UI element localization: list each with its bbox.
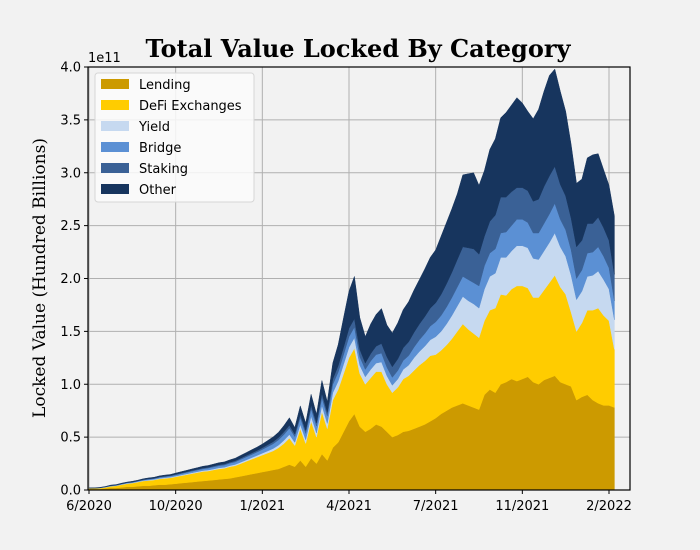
legend-swatch bbox=[101, 100, 129, 110]
legend-label: Bridge bbox=[139, 141, 181, 156]
x-tick-label: 11/2021 bbox=[495, 499, 549, 514]
y-offset-label: 1e11 bbox=[88, 51, 121, 66]
legend-swatch bbox=[101, 163, 129, 173]
legend-label: Staking bbox=[139, 162, 188, 177]
y-tick-label: 1.0 bbox=[60, 378, 81, 393]
y-tick-label: 3.0 bbox=[60, 166, 81, 181]
x-tick-label: 7/2021 bbox=[413, 499, 459, 514]
y-axis-label: Locked Value (Hundred Billions) bbox=[30, 138, 50, 418]
y-tick-label: 2.5 bbox=[60, 219, 81, 234]
legend-label: Lending bbox=[139, 78, 191, 93]
y-axis: 0.0 0.5 1.0 1.5 2.0 2.5 3.0 3.5 4.0 bbox=[60, 61, 88, 499]
x-tick-label: 10/2020 bbox=[149, 499, 203, 514]
legend-swatch bbox=[101, 142, 129, 152]
legend-swatch bbox=[101, 121, 129, 131]
y-tick-label: 4.0 bbox=[60, 61, 81, 76]
x-tick-label: 6/2020 bbox=[66, 499, 112, 514]
x-axis: 6/2020 10/2020 1/2021 4/2021 7/2021 11/2021 2/… bbox=[66, 490, 632, 514]
legend-swatch bbox=[101, 184, 129, 194]
legend: Lending DeFi Exchanges Yield Bridge Staking O… bbox=[94, 72, 255, 203]
legend-label: DeFi Exchanges bbox=[139, 99, 242, 114]
area-other bbox=[88, 68, 615, 489]
chart-title: Total Value Locked By Category bbox=[146, 34, 572, 63]
area-layer bbox=[88, 68, 615, 491]
legend-label: Other bbox=[139, 183, 177, 198]
legend-swatch bbox=[101, 79, 129, 89]
y-tick-label: 2.0 bbox=[60, 272, 81, 287]
y-tick-label: 0.5 bbox=[60, 431, 81, 446]
y-tick-label: 0.0 bbox=[60, 484, 81, 499]
x-tick-label: 2/2022 bbox=[586, 499, 632, 514]
x-tick-label: 1/2021 bbox=[239, 499, 285, 514]
legend-label: Yield bbox=[138, 120, 170, 135]
y-tick-label: 1.5 bbox=[60, 325, 81, 340]
y-tick-label: 3.5 bbox=[60, 113, 81, 128]
x-tick-label: 4/2021 bbox=[326, 499, 372, 514]
legend-box bbox=[94, 72, 255, 203]
